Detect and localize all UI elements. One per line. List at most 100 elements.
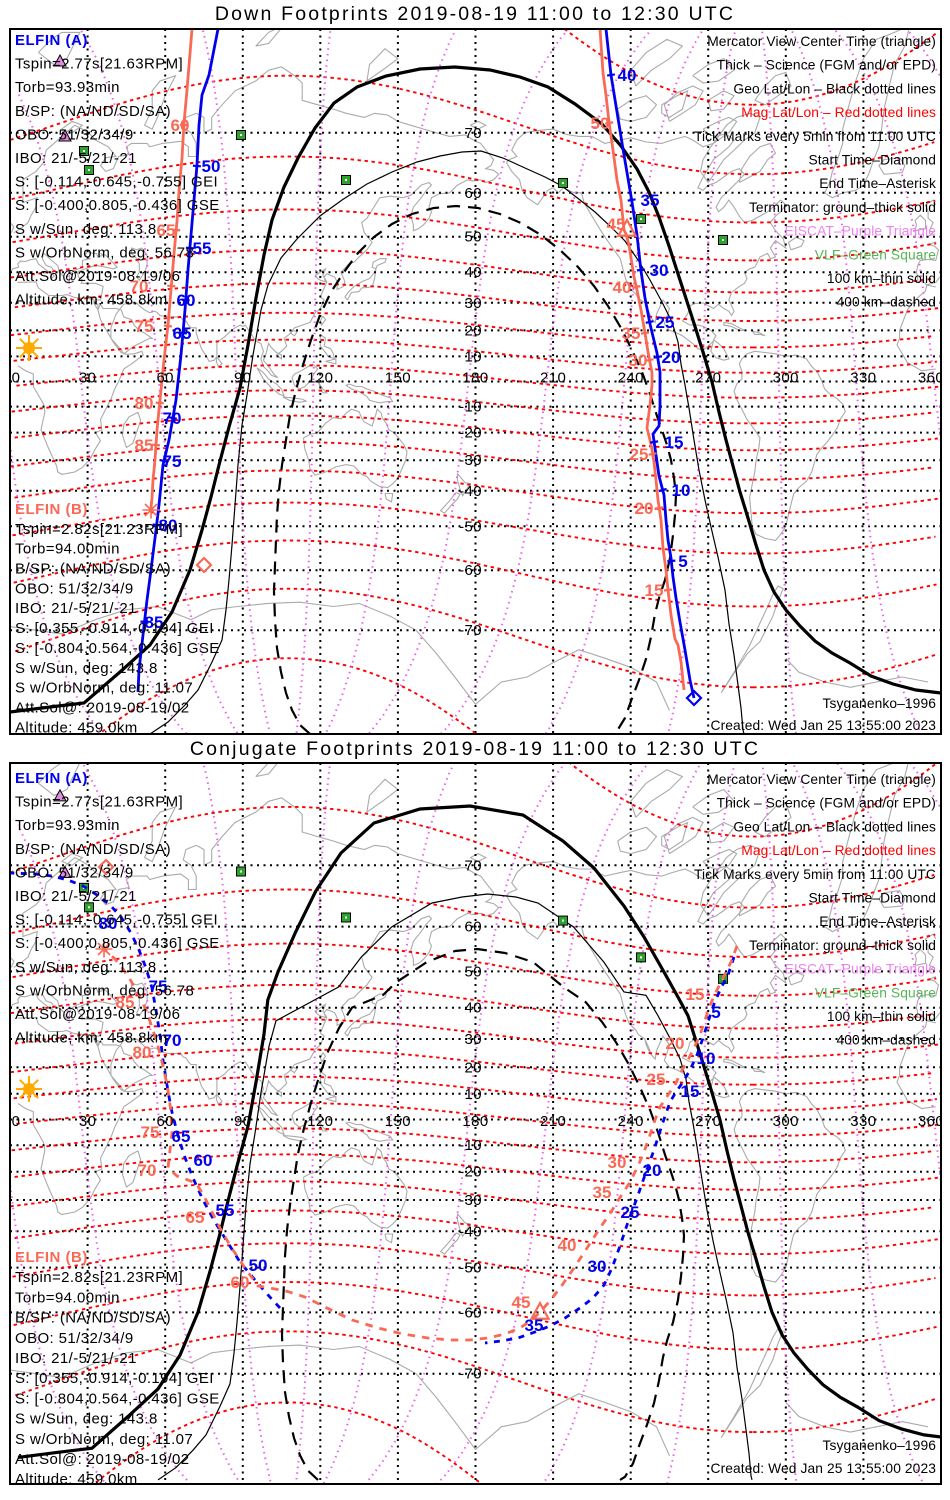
svg-text:VLF–Green Square: VLF–Green Square xyxy=(815,247,936,262)
svg-text:-30: -30 xyxy=(459,452,482,469)
svg-text:65: 65 xyxy=(186,1208,205,1227)
svg-text:50: 50 xyxy=(591,114,610,133)
svg-text:30: 30 xyxy=(465,295,483,312)
svg-text:Tick Marks every 5min from 11:: Tick Marks every 5min from 11:00 UTC xyxy=(694,867,936,882)
svg-text:Start Time–Diamond: Start Time–Diamond xyxy=(808,153,936,168)
svg-text:60: 60 xyxy=(231,1273,250,1292)
svg-text:70: 70 xyxy=(163,1031,182,1050)
svg-text:30: 30 xyxy=(465,1031,483,1048)
svg-text:Torb=94.00min: Torb=94.00min xyxy=(15,1289,120,1306)
svg-text:240: 240 xyxy=(618,370,644,387)
svg-text:S w/Sun, deg: 113.8: S w/Sun, deg: 113.8 xyxy=(15,221,157,238)
svg-text:Att.Sol@: 2019-08-19/02: Att.Sol@: 2019-08-19/02 xyxy=(15,1451,190,1468)
svg-text:30: 30 xyxy=(608,1153,627,1172)
svg-text:S: [-0.804,0.564,-0.436] GSE: S: [-0.804,0.564,-0.436] GSE xyxy=(15,640,220,657)
svg-text:IBO: 21/-5/21/-21: IBO: 21/-5/21/-21 xyxy=(15,888,137,905)
svg-text:-50: -50 xyxy=(459,1260,482,1277)
svg-text:20: 20 xyxy=(635,499,654,518)
svg-text:Tsyganenko–1996: Tsyganenko–1996 xyxy=(823,696,937,711)
svg-text:-20: -20 xyxy=(459,1164,482,1181)
svg-text:30: 30 xyxy=(79,1113,97,1130)
svg-text:Terminator: ground–thick solid: Terminator: ground–thick solid xyxy=(749,938,936,953)
svg-text:400 km–dashed: 400 km–dashed xyxy=(837,1033,936,1048)
svg-text:75: 75 xyxy=(163,452,182,471)
svg-text:Mag Lat/Lon – Red dotted lines: Mag Lat/Lon – Red dotted lines xyxy=(741,843,936,858)
svg-text:Mercator View Center Time (tri: Mercator View Center Time (triangle) xyxy=(707,34,936,49)
svg-text:55: 55 xyxy=(216,1201,235,1220)
svg-text:40: 40 xyxy=(618,66,637,85)
svg-text:ELFIN (B): ELFIN (B) xyxy=(15,1249,88,1266)
svg-text:60: 60 xyxy=(171,116,190,135)
svg-text:Att.Sol@2019-08-19/06: Att.Sol@2019-08-19/06 xyxy=(15,1006,180,1023)
svg-text:40: 40 xyxy=(465,264,483,281)
svg-text:OBO: 51/32/34/9: OBO: 51/32/34/9 xyxy=(15,864,134,881)
svg-text:330: 330 xyxy=(850,370,876,387)
svg-text:20: 20 xyxy=(666,1034,685,1053)
svg-text:S w/OrbNorm, deg: 56.78: S w/OrbNorm, deg: 56.78 xyxy=(15,244,194,261)
svg-text:S: [-0.400,0.805,-0.436] GSE: S: [-0.400,0.805,-0.436] GSE xyxy=(15,935,220,952)
svg-text:Altitude, km: 458.8km: Altitude, km: 458.8km xyxy=(15,292,168,309)
svg-text:60: 60 xyxy=(465,919,483,936)
svg-text:Altitude, km: 458.8km: Altitude, km: 458.8km xyxy=(15,1030,168,1047)
svg-text:330: 330 xyxy=(850,1113,876,1130)
svg-text:210: 210 xyxy=(540,1113,566,1130)
svg-text:25: 25 xyxy=(656,313,675,332)
svg-text:Thick – Science (FGM and/or EP: Thick – Science (FGM and/or EPD) xyxy=(717,796,936,811)
svg-text:Thick – Science (FGM and/or EP: Thick – Science (FGM and/or EPD) xyxy=(717,58,936,73)
svg-text:25: 25 xyxy=(621,1203,640,1222)
svg-text:80: 80 xyxy=(99,914,118,933)
svg-text:180: 180 xyxy=(462,370,488,387)
svg-text:VLF–Green Square: VLF–Green Square xyxy=(815,985,936,1000)
svg-text:End Time–Asterisk: End Time–Asterisk xyxy=(819,914,936,929)
svg-text:80: 80 xyxy=(133,1043,152,1062)
svg-text:IBO: 21/-5/21/-21: IBO: 21/-5/21/-21 xyxy=(15,150,137,167)
svg-text:15: 15 xyxy=(645,581,664,600)
svg-text:70: 70 xyxy=(130,277,149,296)
svg-text:25: 25 xyxy=(647,1070,666,1089)
svg-text:-50: -50 xyxy=(459,518,482,535)
svg-text:5: 5 xyxy=(678,552,687,571)
svg-text:40: 40 xyxy=(465,1000,483,1017)
svg-text:100 km–thin solid: 100 km–thin solid xyxy=(827,271,936,286)
svg-text:15: 15 xyxy=(665,433,684,452)
svg-text:S w/OrbNorm, deg: 11.07: S w/OrbNorm, deg: 11.07 xyxy=(15,680,193,697)
svg-text:0: 0 xyxy=(12,370,21,387)
svg-text:70: 70 xyxy=(138,1161,157,1180)
svg-text:-70: -70 xyxy=(459,1366,482,1383)
svg-text:20: 20 xyxy=(643,1161,662,1180)
svg-text:150: 150 xyxy=(385,1113,411,1130)
svg-text:Start Time–Diamond: Start Time–Diamond xyxy=(808,891,936,906)
svg-text:300: 300 xyxy=(773,370,799,387)
svg-text:S: [-0.114,-0.645,-0.755] GEI: S: [-0.114,-0.645,-0.755] GEI xyxy=(15,174,218,191)
svg-text:5: 5 xyxy=(711,1003,720,1022)
svg-text:50: 50 xyxy=(202,157,221,176)
svg-text:35: 35 xyxy=(641,191,660,210)
svg-text:Torb=93.93min: Torb=93.93min xyxy=(15,79,120,96)
svg-text:IBO: 21/-5/21/-21: IBO: 21/-5/21/-21 xyxy=(15,600,137,617)
svg-text:25: 25 xyxy=(630,445,649,464)
svg-text:70: 70 xyxy=(465,125,483,142)
svg-text:30: 30 xyxy=(650,261,669,280)
svg-text:Altitude: 459.0km: Altitude: 459.0km xyxy=(15,719,138,736)
svg-text:Mercator View Center Time (tri: Mercator View Center Time (triangle) xyxy=(707,772,936,787)
svg-text:120: 120 xyxy=(307,370,333,387)
svg-text:Att.Sol@: 2019-08-19/02: Att.Sol@: 2019-08-19/02 xyxy=(15,700,190,717)
svg-text:OBO: 51/32/34/9: OBO: 51/32/34/9 xyxy=(15,580,134,597)
svg-text:65: 65 xyxy=(172,1127,191,1146)
svg-text:S: [-0.114,-0.645,-0.755] GEI: S: [-0.114,-0.645,-0.755] GEI xyxy=(15,912,218,929)
svg-text:360: 360 xyxy=(918,1113,944,1130)
svg-text:20: 20 xyxy=(465,322,483,339)
svg-text:-40: -40 xyxy=(459,483,482,500)
svg-text:Down Footprints 2019-08-19 11:: Down Footprints 2019-08-19 11:00 to 12:3… xyxy=(215,3,735,25)
svg-text:Tspin=2.77s[21.63RPM]: Tspin=2.77s[21.63RPM] xyxy=(15,56,183,73)
svg-text:ELFIN (A): ELFIN (A) xyxy=(15,770,88,787)
svg-text:S w/Sun, deg: 143.8: S w/Sun, deg: 143.8 xyxy=(15,660,158,677)
svg-text:Tspin=2.82s[21.23RPM]: Tspin=2.82s[21.23RPM] xyxy=(15,1269,183,1286)
svg-text:ELFIN (A): ELFIN (A) xyxy=(15,32,88,49)
svg-text:60: 60 xyxy=(177,291,196,310)
svg-text:60: 60 xyxy=(156,370,174,387)
svg-text:85: 85 xyxy=(116,993,135,1012)
svg-text:Mag Lat/Lon – Red dotted lines: Mag Lat/Lon – Red dotted lines xyxy=(741,105,936,120)
svg-text:-60: -60 xyxy=(459,562,482,579)
svg-text:15: 15 xyxy=(681,1082,700,1101)
